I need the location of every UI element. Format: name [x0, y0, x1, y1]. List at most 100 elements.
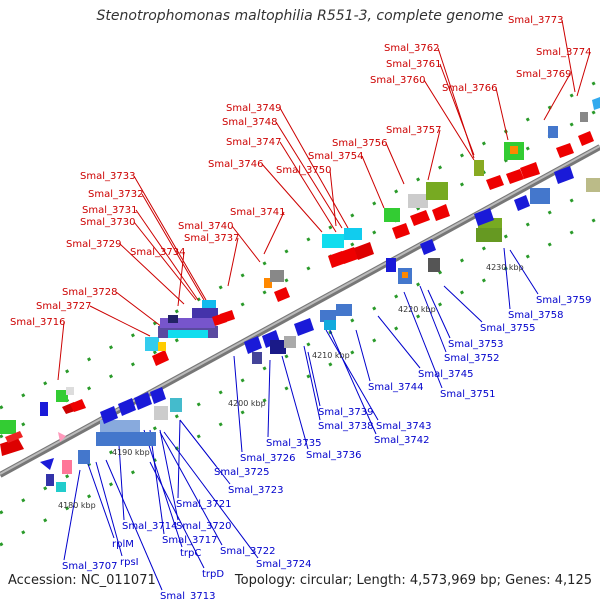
gene-label: Smal_3729 — [66, 239, 121, 250]
gene-label: Smal_3757 — [386, 125, 441, 136]
gene-feature — [70, 399, 86, 412]
label-connector — [179, 419, 231, 485]
gene-feature — [264, 278, 272, 288]
label-connector — [141, 193, 205, 301]
gene-feature — [62, 460, 72, 474]
gene-feature — [520, 162, 540, 179]
gene-feature — [548, 126, 558, 138]
gene-label: Smal_3730 — [80, 217, 135, 228]
gene-label: Smal_3714 — [122, 521, 177, 532]
label-connector — [63, 469, 81, 561]
gene-feature — [336, 304, 352, 316]
gene-label: Smal_3746 — [208, 159, 263, 170]
label-connector — [89, 305, 151, 337]
reverse-label-connectors — [63, 247, 539, 591]
gene-label: Smal_3751 — [440, 389, 495, 400]
gene-feature — [384, 208, 400, 222]
gene-label: rplM — [112, 539, 134, 550]
gene-label: Smal_3734 — [130, 247, 185, 258]
gene-feature — [154, 406, 168, 420]
label-connector — [87, 463, 115, 539]
gene-label: Smal_3762 — [384, 43, 439, 54]
label-connector — [385, 142, 405, 185]
gene-label: Smal_3760 — [370, 75, 425, 86]
gene-label: rpsI — [120, 557, 139, 568]
label-connector — [279, 141, 337, 233]
label-connector — [439, 63, 475, 156]
label-connector — [231, 225, 261, 263]
gene-label: Smal_3723 — [228, 485, 283, 496]
gene-label: Smal_3745 — [418, 369, 473, 380]
gene-feature — [476, 228, 502, 242]
gene-feature — [145, 337, 159, 351]
gene-label: trpC — [180, 548, 201, 559]
gene-feature — [386, 258, 396, 272]
gene-feature — [118, 398, 136, 416]
gene-feature — [506, 169, 524, 184]
gene-feature — [474, 208, 494, 226]
gene-feature — [510, 146, 518, 154]
gene-label: Smal_3750 — [276, 165, 331, 176]
label-connector — [133, 175, 207, 301]
gene-label: Smal_3739 — [318, 407, 373, 418]
gene-label: Smal_3756 — [332, 138, 387, 149]
genome-title: Stenotrophomonas maltophilia R551-3, com… — [96, 8, 504, 24]
gene-feature — [5, 431, 23, 443]
label-connector — [177, 419, 181, 499]
gene-label: Smal_3758 — [508, 310, 563, 321]
gene-feature — [0, 438, 24, 456]
label-connector — [133, 221, 197, 301]
position-tick-label: 4190 kbp — [112, 448, 150, 457]
gene-feature — [170, 398, 182, 412]
label-connector — [307, 351, 321, 407]
gene-label: Smal_3707 — [62, 561, 117, 572]
accession-text: Accession: NC_011071 — [8, 573, 156, 588]
gene-feature — [324, 320, 336, 330]
position-tick-label: 4200 kbp — [228, 399, 266, 408]
label-connector — [227, 237, 239, 287]
forward-label-connectors — [57, 19, 591, 381]
gene-feature — [428, 258, 440, 272]
label-connector — [275, 121, 343, 229]
gene-label: Smal_3713 — [160, 591, 215, 600]
label-connector — [149, 429, 165, 535]
gene-feature — [554, 166, 574, 184]
label-connector — [419, 285, 447, 353]
gene-label: Smal_3755 — [480, 323, 535, 334]
label-connector — [267, 359, 271, 438]
label-connector — [355, 329, 371, 382]
label-connector — [95, 461, 123, 557]
gene-feature — [96, 432, 156, 446]
gene-feature — [530, 188, 550, 204]
gene-feature — [592, 97, 600, 110]
gene-feature — [578, 131, 594, 146]
label-connector — [261, 163, 323, 233]
gene-feature — [100, 420, 140, 432]
gene-label: Smal_3725 — [214, 467, 269, 478]
gene-label: Smal_3721 — [176, 499, 231, 510]
gene-feature — [168, 315, 178, 323]
position-tick-label: 4230 kbp — [486, 263, 524, 272]
gene-label: Smal_3724 — [256, 559, 311, 570]
label-connector — [325, 329, 379, 421]
label-connector — [443, 285, 483, 323]
gene-feature — [220, 310, 235, 323]
gene-label: Smal_3748 — [222, 117, 277, 128]
gene-feature — [322, 234, 344, 248]
gene-feature — [354, 242, 374, 260]
position-ticks: 4180 kbp 4190 kbp 4200 kbp 4210 kbp 4220 kbp… — [58, 263, 524, 510]
position-tick-label: 4180 kbp — [58, 501, 96, 510]
label-connector — [177, 251, 185, 307]
label-connector — [119, 243, 185, 305]
gene-feature — [58, 432, 66, 442]
gene-feature — [0, 420, 16, 434]
gene-feature — [486, 175, 504, 190]
label-connector — [135, 209, 199, 301]
gene-label: Smal_3769 — [516, 69, 571, 80]
gene-feature — [284, 336, 296, 348]
gene-feature — [46, 474, 54, 486]
gene-feature — [100, 406, 118, 424]
reverse-gene-features — [40, 166, 600, 492]
